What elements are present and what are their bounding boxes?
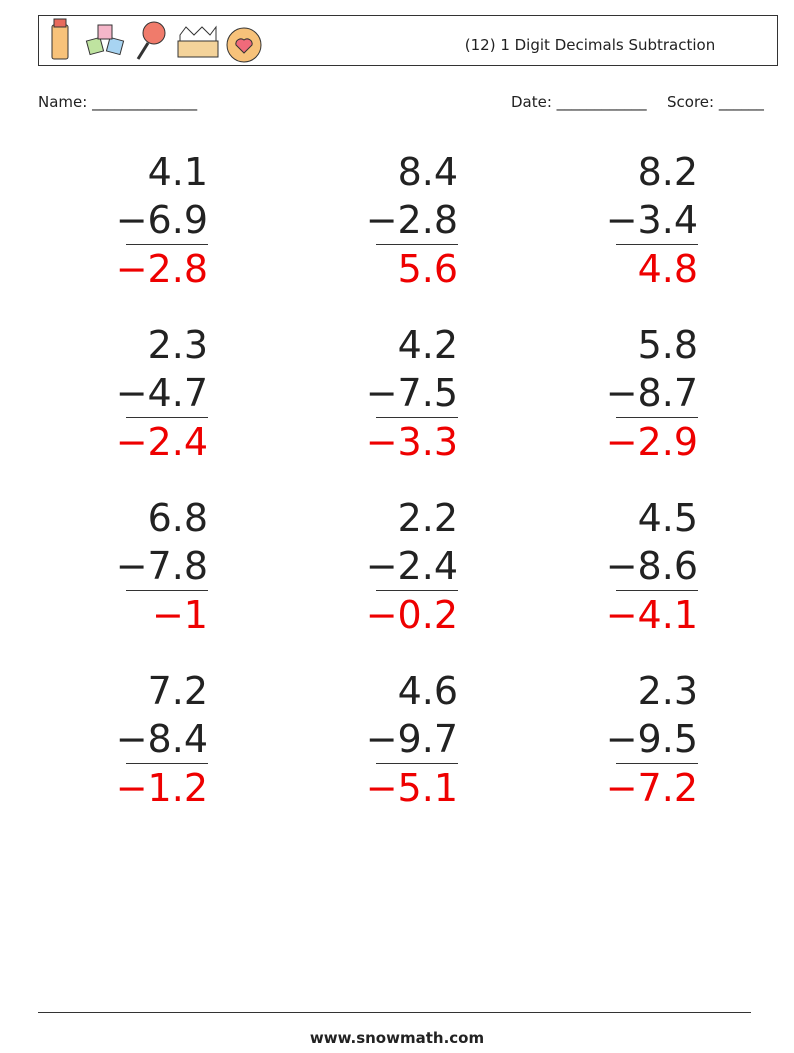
bottom-number: −7.5 [365, 371, 458, 415]
top-number: 4.6 [397, 669, 458, 713]
bottom-number: −3.4 [605, 198, 698, 242]
answer-line [376, 763, 458, 764]
top-number: 8.4 [397, 150, 458, 194]
answer: −4.1 [605, 593, 698, 637]
header-box [38, 15, 778, 66]
bottom-number: −8.6 [605, 544, 698, 588]
answer: −7.2 [605, 766, 698, 810]
top-number: 2.3 [147, 323, 208, 367]
answer-line [376, 590, 458, 591]
bottom-number: −9.7 [365, 717, 458, 761]
bottom-number: −8.7 [605, 371, 698, 415]
answer: −3.3 [365, 420, 458, 464]
answer-line [126, 244, 208, 245]
title: (12) 1 Digit Decimals Subtraction [464, 36, 716, 54]
top-number: 2.2 [397, 496, 458, 540]
answer-line [376, 417, 458, 418]
top-number: 4.1 [147, 150, 208, 194]
answer: −0.2 [365, 593, 458, 637]
bottom-number: −2.8 [365, 198, 458, 242]
answer-line [126, 590, 208, 591]
bottom-number: −4.7 [115, 371, 208, 415]
bottom-number: −8.4 [115, 717, 208, 761]
bottom-number: −9.5 [605, 717, 698, 761]
answer-line [616, 590, 698, 591]
footer-site: www.snowmath.com [309, 1029, 485, 1047]
bottom-number: −2.4 [365, 544, 458, 588]
answer: −2.4 [115, 420, 208, 464]
answer-line [376, 244, 458, 245]
answer-line [616, 763, 698, 764]
top-number: 4.2 [397, 323, 458, 367]
answer: −2.9 [605, 420, 698, 464]
top-number: 2.3 [637, 669, 698, 713]
answer-line [616, 417, 698, 418]
answer: −1 [151, 593, 208, 637]
top-number: 5.8 [637, 323, 698, 367]
top-number: 6.8 [147, 496, 208, 540]
top-number: 7.2 [147, 669, 208, 713]
bottom-number: −7.8 [115, 544, 208, 588]
name-field: Name: ______________ [38, 93, 198, 111]
header-icons [51, 18, 262, 63]
top-number: 4.5 [637, 496, 698, 540]
answer: 5.6 [397, 247, 458, 291]
score-field: Score: ______ [667, 93, 764, 111]
answer: 4.8 [637, 247, 698, 291]
answer-line [126, 763, 208, 764]
date-field: Date: ____________ [511, 93, 647, 111]
answer: −1.2 [115, 766, 208, 810]
answer: −5.1 [365, 766, 458, 810]
footer-line [38, 1012, 751, 1013]
bottom-number: −6.9 [115, 198, 208, 242]
answer: −2.8 [115, 247, 208, 291]
top-number: 8.2 [637, 150, 698, 194]
answer-line [126, 417, 208, 418]
answer-line [616, 244, 698, 245]
